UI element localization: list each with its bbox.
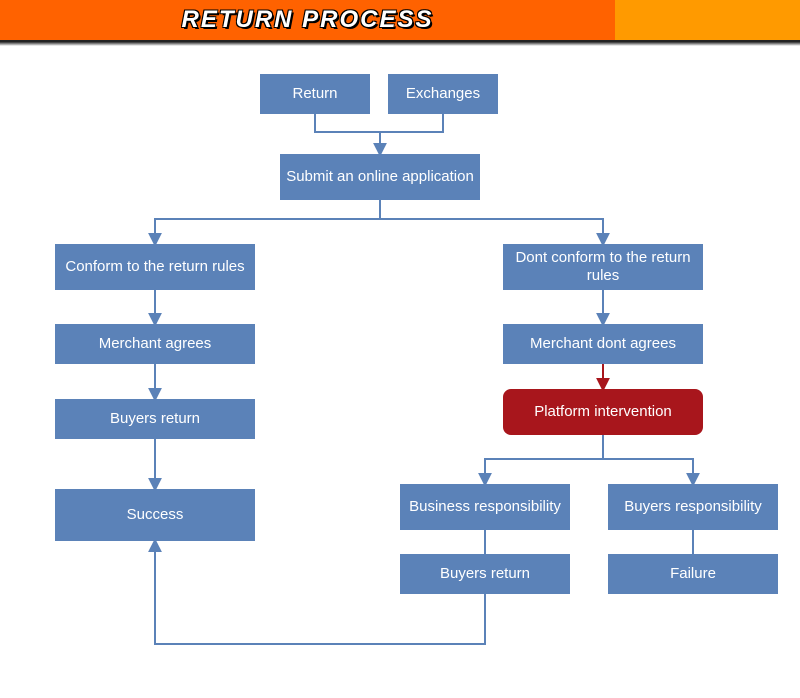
- edge: [380, 200, 603, 244]
- node-buyret1: Buyers return: [55, 399, 255, 439]
- node-return: Return: [260, 74, 370, 114]
- header-bar-right: [615, 0, 800, 40]
- flowchart-canvas: Return Exchanges Submit an online applicat…: [0, 44, 800, 698]
- node-submit: Submit an online application: [280, 154, 480, 200]
- page-title: RETURN PROCESS: [181, 6, 433, 34]
- edge: [603, 435, 693, 484]
- edge: [155, 200, 380, 244]
- header-bar-left: RETURN PROCESS: [0, 0, 615, 40]
- node-buyret2: Buyers return: [400, 554, 570, 594]
- node-dontconf: Dont conform to the return rules: [503, 244, 703, 290]
- edge: [315, 114, 443, 132]
- flowchart-edges: [0, 44, 800, 698]
- node-mdont: Merchant dont agrees: [503, 324, 703, 364]
- node-buyresp: Buyers responsibility: [608, 484, 778, 530]
- node-success: Success: [55, 489, 255, 541]
- node-magree: Merchant agrees: [55, 324, 255, 364]
- node-exchanges: Exchanges: [388, 74, 498, 114]
- node-conform: Conform to the return rules: [55, 244, 255, 290]
- header-bar: RETURN PROCESS: [0, 0, 800, 44]
- node-bizresp: Business responsibility: [400, 484, 570, 530]
- node-platform: Platform intervention: [503, 389, 703, 435]
- edge: [485, 435, 603, 484]
- node-failure: Failure: [608, 554, 778, 594]
